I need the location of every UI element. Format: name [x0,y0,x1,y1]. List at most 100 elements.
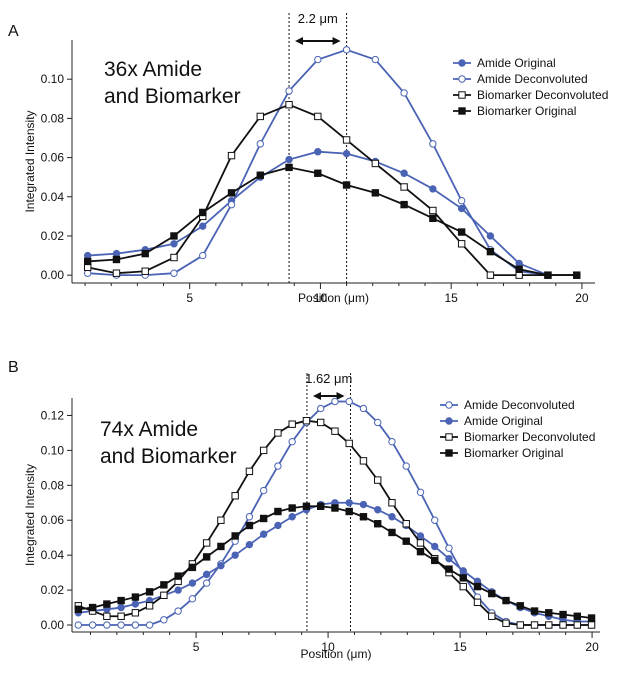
y-tick-label: 0.02 [41,583,65,597]
data-point [274,462,282,470]
y-tick-label: 0.00 [41,618,65,632]
data-point [259,446,268,455]
data-point [256,140,264,148]
data-point [170,269,178,277]
legend-label: Biomarker Original [464,446,563,460]
data-point [288,504,296,512]
data-point [170,253,178,262]
y-tick-label: 0.08 [41,111,65,125]
legend-item: Amide Original [440,414,543,428]
series-line [87,150,577,277]
data-point [388,528,396,537]
data-point [559,621,567,629]
data-point [345,439,353,448]
y-tick-label: 0.06 [41,151,65,165]
legend-label: Amide Original [464,414,543,428]
data-point [457,240,466,248]
data-point [573,612,581,620]
data-point [199,251,207,260]
data-point [227,189,236,197]
data-point [374,506,382,514]
legend-item: Biomarker Deconvoluted [440,430,595,444]
data-point [416,488,425,496]
data-point [459,567,467,575]
data-point [545,621,553,629]
data-point [316,404,325,413]
data-point [188,579,197,587]
data-point [316,502,325,510]
data-point [217,542,225,551]
data-point [530,607,539,615]
legend: Amide Original Amide Deconvoluted Biomarke… [453,56,608,118]
data-point [545,609,553,617]
data-point [559,610,567,619]
data-point [400,169,408,177]
data-point [302,502,311,510]
data-point [331,397,339,406]
legend-marker [445,417,453,425]
x-tick-label: 5 [193,640,200,654]
data-point [74,605,83,613]
data-point [245,513,254,521]
chart-title-line: and Biomarker [100,445,237,468]
legend-label: Amide Deconvoluted [464,398,575,412]
data-point [331,427,339,435]
data-point [502,596,510,605]
y-tick-label: 0.08 [41,478,65,492]
data-point [457,228,466,236]
x-tick-label: 15 [444,291,458,305]
data-point [227,200,236,209]
data-point [544,271,552,279]
data-point [445,565,453,573]
data-point [431,556,439,565]
y-tick-label: 0.04 [41,190,65,204]
data-point [342,181,351,189]
data-point [416,547,425,556]
data-point [316,418,325,427]
legend-label: Biomarker Deconvoluted [477,88,608,102]
data-point [314,169,322,177]
x-tick-label: 10 [321,640,335,654]
data-point [302,417,311,425]
data-point [515,265,523,273]
data-point [288,437,296,446]
arrow-head-left [312,392,321,400]
data-point [259,486,268,495]
data-point [445,554,453,563]
data-point [445,544,453,552]
data-point [199,222,207,230]
data-point [131,609,140,617]
data-point [174,607,182,615]
data-point [359,404,368,413]
data-point [117,621,125,629]
legend-marker [458,59,466,67]
data-point [188,563,197,572]
data-point [530,621,539,629]
legend-label: Biomarker Original [477,104,576,118]
data-point [217,561,225,570]
legend-label: Amide Deconvoluted [477,72,588,86]
series-biomarker-deconvoluted [83,100,581,279]
arrow-head-right [332,37,341,45]
data-point [402,462,410,470]
data-point [74,621,83,629]
data-point [388,499,396,507]
data-point [217,516,225,524]
arrow-head-right [336,392,345,400]
series-line [87,103,577,277]
data-point [429,206,437,215]
y-tick-label: 0.04 [41,548,65,562]
data-point [145,621,154,629]
data-point [256,112,264,121]
x-tick-label: 5 [186,291,193,305]
data-point [103,600,111,608]
data-point [486,232,495,240]
data-point [112,269,121,277]
data-point [459,582,467,591]
data-point [371,189,380,197]
chart-title-line: 74x Amide [100,418,198,441]
series-line [87,48,577,277]
data-point [231,532,239,540]
